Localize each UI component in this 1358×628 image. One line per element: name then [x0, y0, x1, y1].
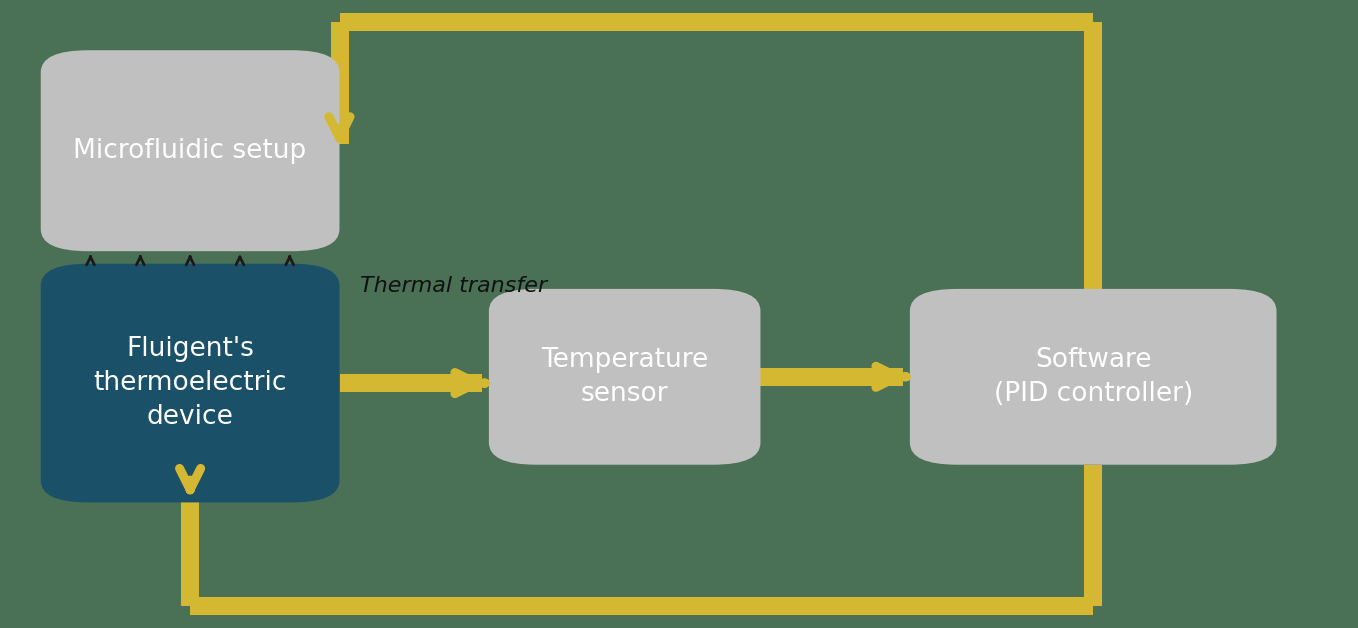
Text: Microfluidic setup: Microfluidic setup: [73, 138, 307, 164]
FancyBboxPatch shape: [41, 264, 340, 502]
FancyBboxPatch shape: [910, 289, 1277, 465]
Text: Fluigent's
thermoelectric
device: Fluigent's thermoelectric device: [94, 336, 287, 430]
FancyBboxPatch shape: [489, 289, 760, 465]
Text: Software
(PID controller): Software (PID controller): [994, 347, 1192, 407]
Text: Temperature
sensor: Temperature sensor: [540, 347, 709, 407]
FancyBboxPatch shape: [41, 50, 340, 251]
Text: Thermal transfer: Thermal transfer: [360, 276, 547, 296]
